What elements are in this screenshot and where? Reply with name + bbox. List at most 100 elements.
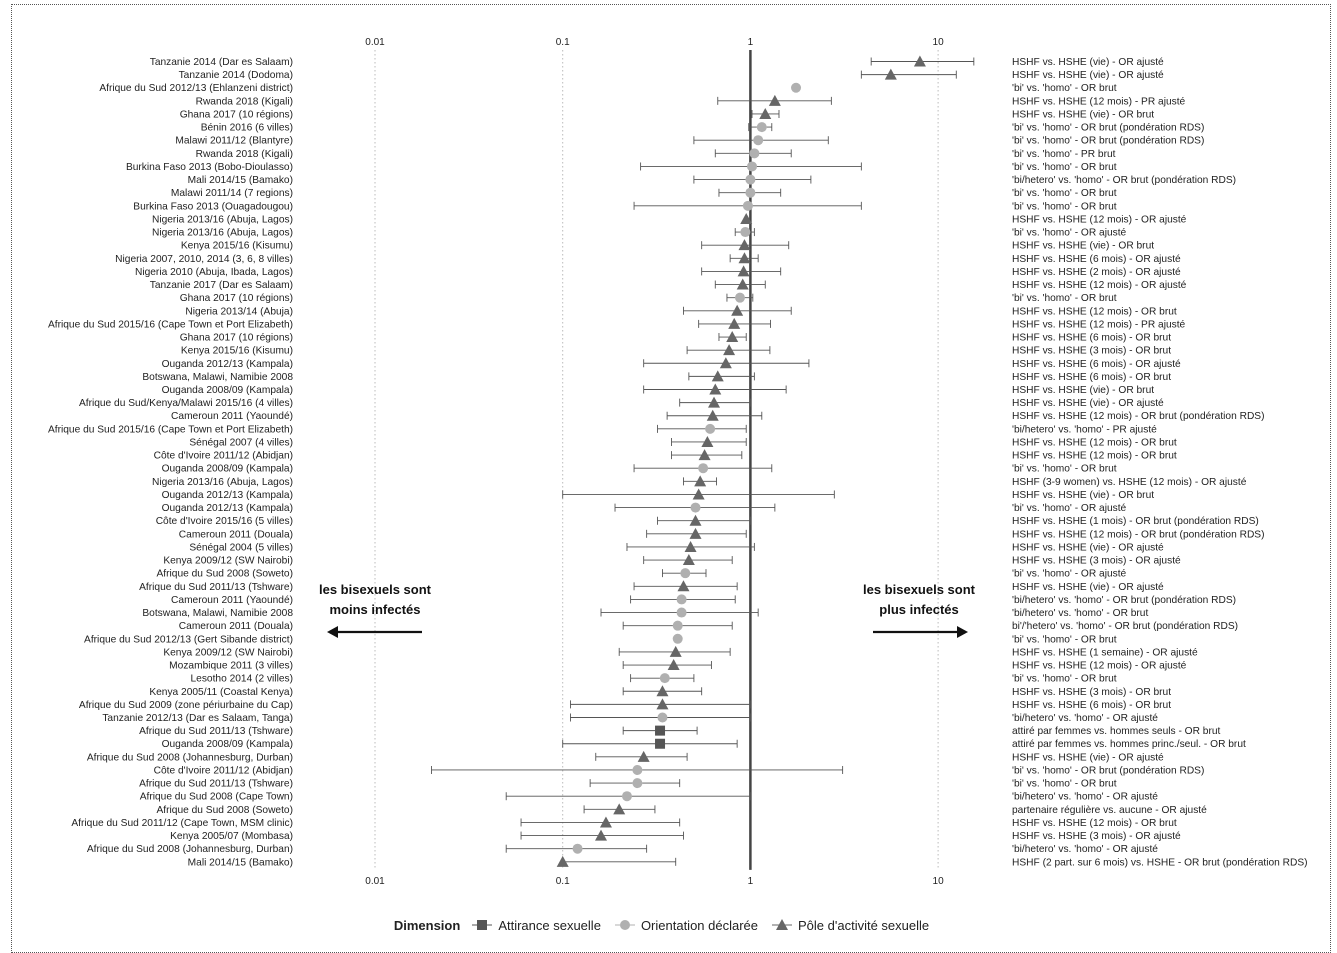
comparison-label: HSHF vs. HSHE (12 mois) - PR ajusté bbox=[1012, 96, 1186, 107]
study-label: Ouganda 2012/13 (Kampala) bbox=[162, 359, 293, 370]
point-circle bbox=[657, 712, 668, 723]
study-label: Afrique du Sud/Kenya/Malawi 2015/16 (4 v… bbox=[79, 398, 293, 409]
study-label: Côte d'Ivoire 2015/16 (5 villes) bbox=[156, 516, 293, 527]
forest-row: Mali 2014/15 (Bamako) HSHF (2 part. sur 6… bbox=[188, 855, 1308, 868]
point-triangle bbox=[595, 829, 608, 841]
comparison-label: 'bi' vs. 'homo' - OR brut bbox=[1012, 188, 1117, 199]
forest-row: Ouganda 2008/09 (Kampala) HSHF vs. HSHE (… bbox=[162, 383, 1154, 396]
study-label: Botswana, Malawi, Namibie 2008 bbox=[142, 372, 293, 383]
forest-row: Ouganda 2012/13 (Kampala) 'bi' vs. 'homo'… bbox=[162, 502, 1127, 514]
study-label: Afrique du Sud 2011/13 (Tshware) bbox=[139, 779, 293, 790]
point-triangle bbox=[656, 685, 669, 697]
comparison-label: attiré par femmes vs. hommes seuls - OR … bbox=[1012, 726, 1221, 737]
comparison-label: 'bi' vs. 'homo' - OR ajusté bbox=[1012, 569, 1127, 580]
point-triangle bbox=[728, 317, 741, 329]
point-triangle bbox=[913, 55, 926, 67]
study-label: Burkina Faso 2013 (Bobo-Dioulasso) bbox=[126, 162, 293, 173]
comparison-label: HSHF vs. HSHE (12 mois) - OR ajusté bbox=[1012, 661, 1187, 672]
comparison-label: attiré par femmes vs. hommes princ./seul… bbox=[1012, 739, 1246, 750]
forest-row: Cameroun 2011 (Douala) bi'/'hetero' vs. '… bbox=[179, 620, 1238, 632]
x-tick-label-bottom: 0.01 bbox=[365, 876, 385, 887]
study-label: Afrique du Sud 2008 (Soweto) bbox=[157, 805, 294, 816]
point-triangle bbox=[669, 645, 682, 657]
arrow-left-icon bbox=[327, 626, 422, 638]
forest-row: Afrique du Sud 2008 (Johannesburg, Durba… bbox=[87, 843, 1158, 855]
comparison-label: HSHF vs. HSHE (vie) - OR ajusté bbox=[1012, 542, 1164, 553]
comparison-label: HSHF vs. HSHE (6 mois) - OR brut bbox=[1012, 333, 1171, 344]
study-label: Ghana 2017 (10 régions) bbox=[180, 333, 293, 344]
annotation-left-line2: moins infectés bbox=[329, 602, 420, 617]
comparison-label: 'bi' vs. 'homo' - OR brut bbox=[1012, 201, 1117, 212]
point-triangle bbox=[701, 435, 714, 447]
study-label: Nigeria 2013/16 (Abuja, Lagos) bbox=[152, 228, 293, 239]
point-circle bbox=[676, 594, 687, 605]
point-triangle bbox=[709, 383, 722, 395]
forest-row: Ghana 2017 (10 régions) HSHF vs. HSHE (vi… bbox=[180, 107, 1154, 120]
comparison-label: HSHF vs. HSHE (vie) - OR ajusté bbox=[1012, 752, 1164, 763]
comparison-label: 'bi' vs. 'homo' - OR brut (pondération R… bbox=[1012, 136, 1204, 147]
forest-row: Côte d'Ivoire 2011/12 (Abidjan) 'bi' vs. … bbox=[154, 764, 1204, 776]
study-label: Botswana, Malawi, Namibie 2008 bbox=[142, 608, 293, 619]
arrow-right-icon bbox=[873, 626, 968, 638]
x-tick-label-bottom: 0.1 bbox=[556, 876, 570, 887]
study-label: Cameroun 2011 (Yaoundé) bbox=[171, 411, 293, 422]
comparison-label: HSHF vs. HSHE (vie) - OR ajusté bbox=[1012, 57, 1164, 68]
study-label: Nigeria 2007, 2010, 2014 (3, 6, 8 villes… bbox=[115, 254, 293, 265]
study-label: Ouganda 2008/09 (Kampala) bbox=[162, 739, 293, 750]
study-label: Afrique du Sud 2008 (Johannesburg, Durba… bbox=[87, 752, 293, 763]
comparison-label: HSHF vs. HSHE (12 mois) - OR brut bbox=[1012, 306, 1177, 317]
forest-row: Afrique du Sud 2011/13 (Tshware) HSHF vs.… bbox=[139, 580, 1164, 593]
study-label: Tanzanie 2014 (Dar es Salaam) bbox=[150, 57, 293, 68]
point-circle bbox=[680, 568, 691, 579]
comparison-label: HSHF vs. HSHE (1 mois) - OR brut (pondér… bbox=[1012, 516, 1259, 527]
point-triangle bbox=[759, 107, 772, 119]
study-label: Afrique du Sud 2011/12 (Cape Town, MSM c… bbox=[71, 818, 293, 829]
forest-row: Kenya 2015/16 (Kisumu) HSHF vs. HSHE (vie… bbox=[181, 239, 1154, 252]
point-triangle bbox=[740, 212, 753, 224]
comparison-label: 'bi' vs. 'homo' - OR brut bbox=[1012, 464, 1117, 475]
point-triangle bbox=[768, 94, 781, 106]
x-tick-label-top: 0.01 bbox=[365, 37, 385, 48]
comparison-label: HSHF vs. HSHE (vie) - OR brut bbox=[1012, 109, 1154, 120]
point-triangle bbox=[689, 514, 702, 526]
forest-row: Malawi 2011/14 (7 regions) 'bi' vs. 'homo… bbox=[171, 187, 1117, 199]
forest-row: Mozambique 2011 (3 villes) HSHF vs. HSHE … bbox=[169, 659, 1187, 672]
legend-label-orientation: Orientation déclarée bbox=[640, 917, 759, 933]
comparison-label: 'bi' vs. 'homo' - OR brut (pondération R… bbox=[1012, 123, 1204, 134]
forest-row: Cameroun 2011 (Yaoundé) 'bi/hetero' vs. '… bbox=[171, 594, 1236, 606]
point-circle bbox=[745, 187, 756, 198]
forest-row: Afrique du Sud 2008 (Johannesburg, Durba… bbox=[87, 750, 1164, 763]
forest-row: Afrique du Sud 2011/12 (Cape Town, MSM c… bbox=[71, 816, 1177, 829]
point-circle bbox=[621, 791, 632, 802]
forest-row: Nigeria 2013/16 (Abuja, Lagos) HSHF (3-9 … bbox=[152, 475, 1247, 488]
comparison-label: HSHF vs. HSHE (12 mois) - OR brut bbox=[1012, 818, 1177, 829]
study-label: Tanzanie 2017 (Dar es Salaam) bbox=[150, 280, 293, 291]
comparison-label: partenaire régulière vs. aucune - OR aju… bbox=[1012, 805, 1207, 816]
study-label: Kenya 2015/16 (Kisumu) bbox=[181, 241, 293, 252]
point-triangle bbox=[667, 659, 680, 671]
comparison-label: HSHF vs. HSHE (vie) - OR ajusté bbox=[1012, 582, 1164, 593]
study-label: Sénégal 2007 (4 villes) bbox=[189, 437, 293, 448]
comparison-label: HSHF vs. HSHE (vie) - OR brut bbox=[1012, 490, 1154, 501]
study-label: Côte d'Ivoire 2011/12 (Abidjan) bbox=[154, 765, 293, 776]
forest-row: Ouganda 2012/13 (Kampala) HSHF vs. HSHE (… bbox=[162, 357, 1181, 370]
point-triangle bbox=[706, 409, 719, 421]
comparison-label: 'bi' vs. 'homo' - OR brut bbox=[1012, 293, 1117, 304]
annotation-right-line2: plus infectés bbox=[879, 602, 958, 617]
study-label: Bénin 2016 (6 villes) bbox=[201, 123, 293, 134]
comparison-label: 'bi' vs. 'homo' - PR brut bbox=[1012, 149, 1116, 160]
forest-row: Sénégal 2004 (5 villes) HSHF vs. HSHE (vi… bbox=[189, 540, 1164, 553]
study-label: Cameroun 2011 (Douala) bbox=[179, 621, 293, 632]
forest-row: Cameroun 2011 (Douala) HSHF vs. HSHE (12 … bbox=[179, 527, 1265, 540]
forest-row: Sénégal 2007 (4 villes) HSHF vs. HSHE (12… bbox=[189, 435, 1177, 448]
point-triangle bbox=[682, 554, 695, 566]
legend-item-orientation: Orientation déclarée bbox=[614, 917, 759, 933]
forest-row: Afrique du Sud 2012/13 (Gert Sibande dis… bbox=[84, 633, 1117, 645]
forest-row: Kenya 2009/12 (SW Nairobi) HSHF vs. HSHE … bbox=[163, 645, 1198, 658]
point-triangle bbox=[711, 370, 724, 382]
forest-row: Afrique du Sud 2011/13 (Tshware) attiré p… bbox=[139, 725, 1221, 737]
comparison-label: HSHF vs. HSHE (6 mois) - OR brut bbox=[1012, 372, 1171, 383]
triangle-marker-icon bbox=[772, 919, 793, 930]
study-label: Afrique du Sud 2015/16 (Cape Town et Por… bbox=[48, 424, 293, 435]
comparison-label: 'bi/hetero' vs. 'homo' - OR brut (pondér… bbox=[1012, 595, 1236, 606]
